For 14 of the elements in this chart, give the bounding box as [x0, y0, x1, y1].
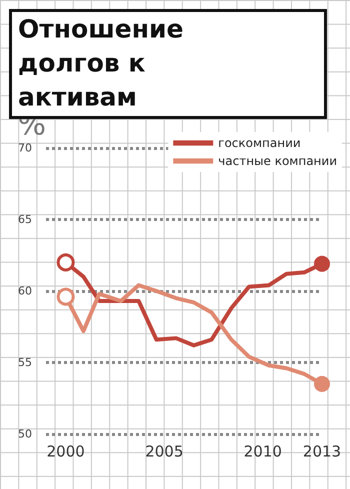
legend-label: госкомпании: [218, 136, 301, 150]
chart-title: Отношение долгов к активам: [18, 14, 192, 112]
y-tick-label: 65: [18, 213, 32, 226]
point: [314, 256, 330, 272]
y-tick-label: 55: [18, 356, 32, 369]
x-tick-label: 2013: [302, 442, 342, 460]
x-tick-label: 2000: [46, 442, 85, 460]
legend-label: частные компании: [218, 154, 338, 168]
point: [314, 376, 330, 392]
y-tick-label: 70: [18, 142, 32, 154]
x-tick-label: 2005: [145, 442, 184, 460]
y-tick-label: 60: [18, 284, 32, 298]
x-tick-label: 2010: [244, 442, 282, 460]
y-tick-label: 50: [18, 428, 32, 440]
